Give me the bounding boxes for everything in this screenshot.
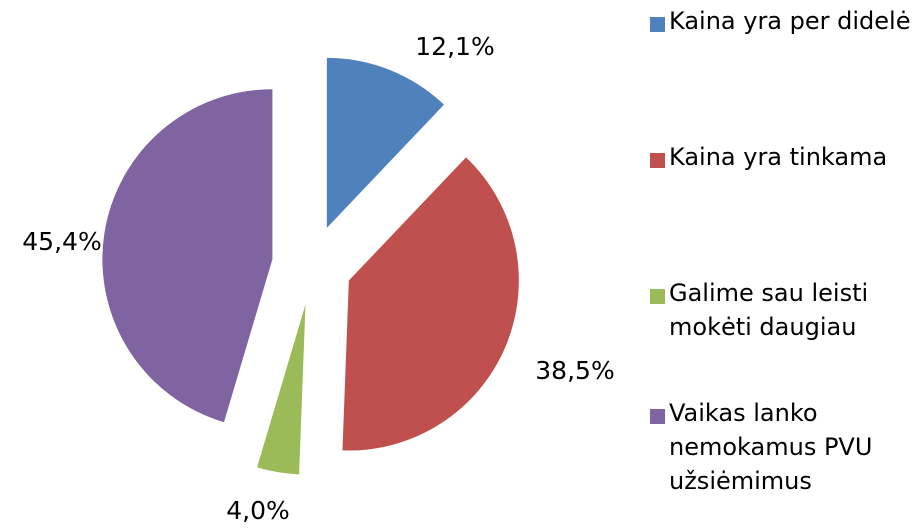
pie-slice: [342, 157, 519, 451]
data-label: 12,1%: [415, 32, 494, 61]
data-label: 45,4%: [22, 227, 101, 256]
data-label: 4,0%: [226, 496, 290, 525]
pie-slice: [326, 57, 444, 228]
legend-label: Kaina yra per didelė: [669, 7, 911, 35]
legend-swatch: [650, 409, 665, 424]
legend-swatch: [650, 153, 665, 168]
legend-swatch: [650, 17, 665, 32]
pie-slice: [102, 89, 273, 423]
legend-label: Kaina yra tinkama: [669, 143, 888, 171]
legend-label: Galime sau leisti mokėti daugiau: [669, 279, 869, 341]
data-label: 38,5%: [535, 356, 614, 385]
pie-slice: [257, 304, 306, 475]
legend-label: Vaikas lanko nemokamus PVU užsiėmimus: [669, 399, 873, 495]
legend-swatch: [650, 289, 665, 304]
